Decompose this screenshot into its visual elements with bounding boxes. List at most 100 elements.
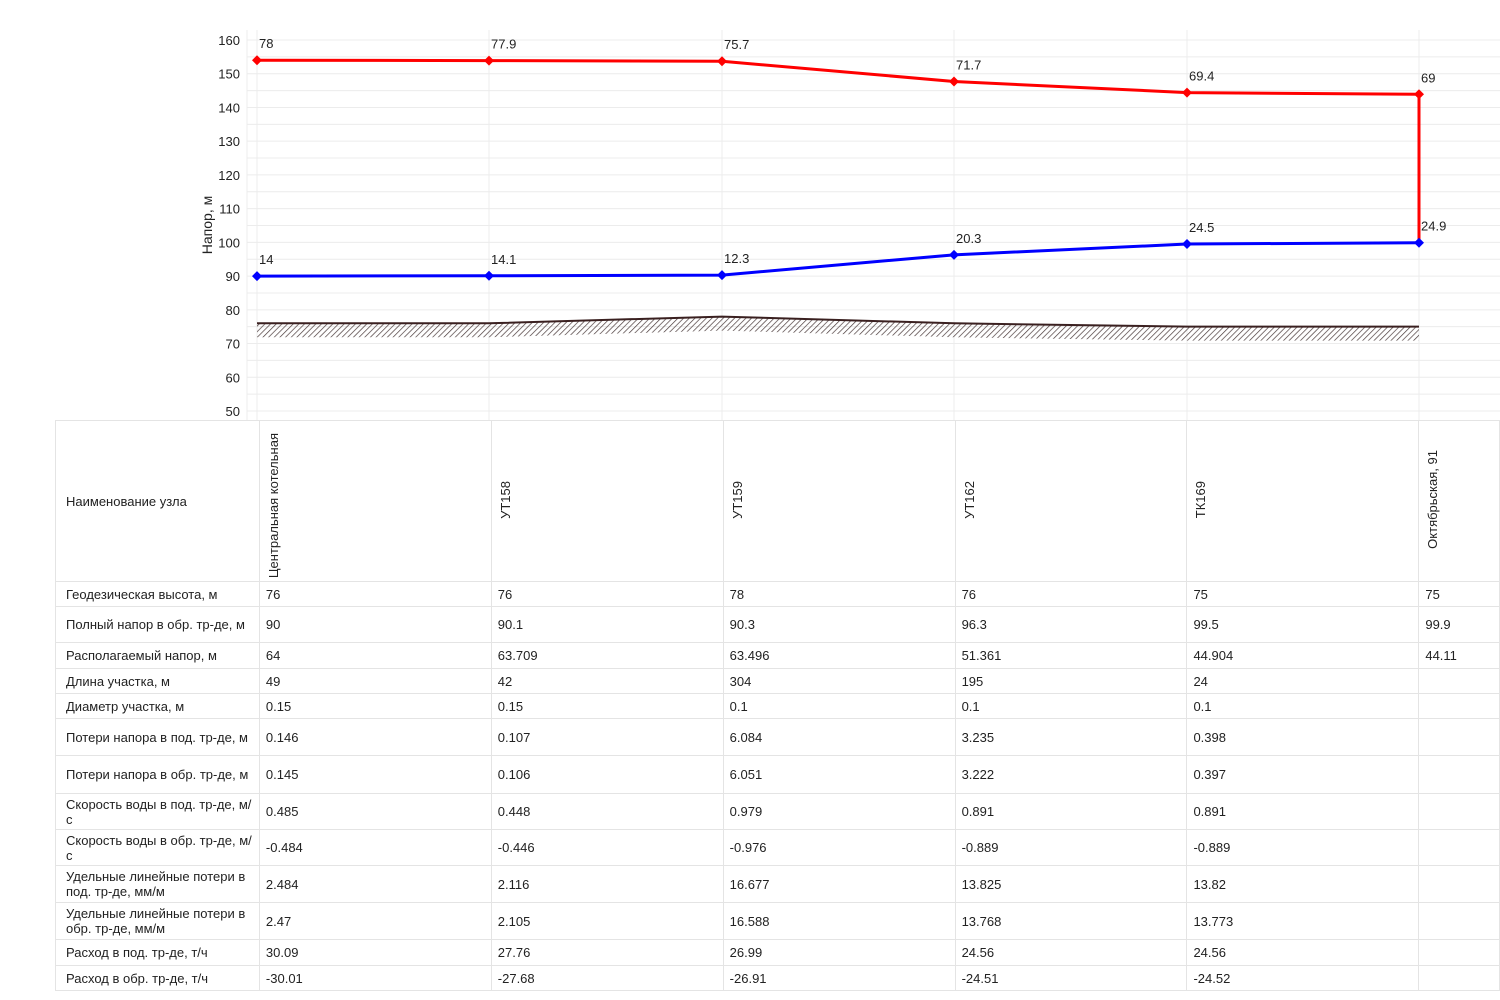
table-cell: 78 [722,581,956,607]
data-label: 71.7 [956,57,981,72]
data-point-marker [1182,87,1192,98]
table-cell: 304 [722,668,956,694]
table-cell [1418,668,1500,694]
table-cell: 13.773 [1186,902,1420,940]
y-tick-label: 160 [218,33,240,48]
table-cell: 0.15 [258,693,492,719]
y-tick-label: 80 [226,303,240,318]
row-label: Удельные линейные потери в под. тр-де, м… [55,865,260,903]
table-cell: 0.107 [490,718,724,756]
table-cell: 0.448 [490,793,724,830]
data-label: 78 [259,36,273,51]
table-cell: 90.1 [490,606,724,643]
data-point-marker [252,55,262,66]
table-cell: -27.68 [490,965,724,991]
table-cell [1418,902,1500,940]
table-cell: 76 [258,581,492,607]
table-row: Удельные линейные потери в обр. тр-де, м… [55,902,1500,940]
y-tick-label: 140 [218,100,240,115]
table-cell: 51.361 [954,642,1188,669]
table-cell: 0.397 [1186,755,1420,794]
row-label: Диаметр участка, м [55,693,260,719]
ground-profile [257,315,1419,341]
series-line [256,58,1420,96]
node-name: УТ159 [729,480,745,519]
ground-line [257,315,1419,328]
table-row: Располагаемый напор, м 64 63.709 63.496 51.3… [55,642,1500,669]
series-layer: 78 77.9 75.7 71.7 69.4 69 14 14.1 12.3 20.3 24.5 24… [252,36,1446,282]
row-label: Длина участка, м [55,668,260,694]
y-tick-label: 70 [226,337,240,352]
node-name: Октябрьская, 91 [1425,450,1441,549]
table-cell: 0.891 [1186,793,1420,830]
table-cell: 16.588 [722,902,956,940]
table-cell: -0.889 [1186,829,1420,866]
row-label: Скорость воды в под. тр-де, м/с [55,793,260,830]
table-cell [1418,755,1500,794]
row-label: Полный напор в обр. тр-де, м [55,606,260,643]
table-header-row: Наименование узла Центральная котельная УТ… [55,420,1500,582]
table-row: Потери напора в обр. тр-де, м 0.145 0.106 6… [55,755,1500,794]
table-cell: 0.485 [258,793,492,830]
table-cell [1418,965,1500,991]
row-label: Потери напора в обр. тр-де, м [55,755,260,794]
y-tick-label: 100 [218,235,240,250]
y-axis-label: Напор, м [199,196,215,254]
node-name-cell: УТ158 [490,420,724,582]
table-cell: -0.889 [954,829,1188,866]
table-cell: 64 [258,642,492,669]
table-cell [1418,939,1500,966]
table-row: Потери напора в под. тр-де, м 0.146 0.107 6… [55,718,1500,756]
node-data-table: Наименование узла Центральная котельная УТ… [55,420,1500,991]
node-name: УТ158 [497,480,513,519]
table-cell: 0.145 [258,755,492,794]
table-cell: 3.222 [954,755,1188,794]
table-cell: 2.484 [258,865,492,903]
table-cell: 75 [1186,581,1420,607]
data-point-marker [484,270,494,281]
table-cell: 44.904 [1186,642,1420,669]
node-name-cell: Центральная котельная [258,420,492,582]
data-point-marker [949,249,959,260]
table-cell: 99.9 [1418,606,1500,643]
table-cell: 26.99 [722,939,956,966]
table-cell: 24 [1186,668,1420,694]
table-cell [1418,693,1500,719]
data-point-marker [484,55,494,66]
table-cell [1418,865,1500,903]
data-label: 20.3 [956,231,981,246]
table-cell: 0.891 [954,793,1188,830]
table-row: Скорость воды в обр. тр-де, м/с -0.484 -0.… [55,829,1500,866]
table-row: Расход в обр. тр-де, т/ч -30.01 -27.68 -26.… [55,965,1500,991]
data-point-marker [949,76,959,87]
data-point-marker [1414,237,1424,248]
data-label: 69.4 [1189,69,1214,84]
data-point-marker [252,271,262,282]
row-label: Расход в обр. тр-де, т/ч [55,965,260,991]
node-name-cell: УТ162 [954,420,1188,582]
table-cell: 13.82 [1186,865,1420,903]
table-cell: 2.116 [490,865,724,903]
table-row: Диаметр участка, м 0.15 0.15 0.1 0.1 0.1 [55,693,1500,719]
table-cell: 42 [490,668,724,694]
table-cell: -30.01 [258,965,492,991]
table-row: Скорость воды в под. тр-де, м/с 0.485 0.44… [55,793,1500,830]
node-name: ТК169 [1193,480,1209,519]
chart-grid [246,30,1500,420]
table-cell: 0.1 [722,693,956,719]
table-cell [1418,793,1500,830]
node-name: УТ162 [961,480,977,519]
row-label: Скорость воды в обр. тр-де, м/с [55,829,260,866]
row-label: Располагаемый напор, м [55,642,260,669]
y-tick-label: 130 [218,134,240,149]
y-tick-label: 110 [219,202,240,217]
table-cell: -0.446 [490,829,724,866]
table-row: Расход в под. тр-де, т/ч 30.09 27.76 26.99 2… [55,939,1500,966]
table-cell: 63.709 [490,642,724,669]
series-line [256,241,1420,278]
table-row: Полный напор в обр. тр-де, м 90 90.1 90.3 96… [55,606,1500,643]
table-row: Длина участка, м 49 42 304 195 24 [55,668,1500,694]
y-tick-label: 90 [226,269,240,284]
y-tick-label: 50 [226,404,240,419]
table-cell: -0.976 [722,829,956,866]
